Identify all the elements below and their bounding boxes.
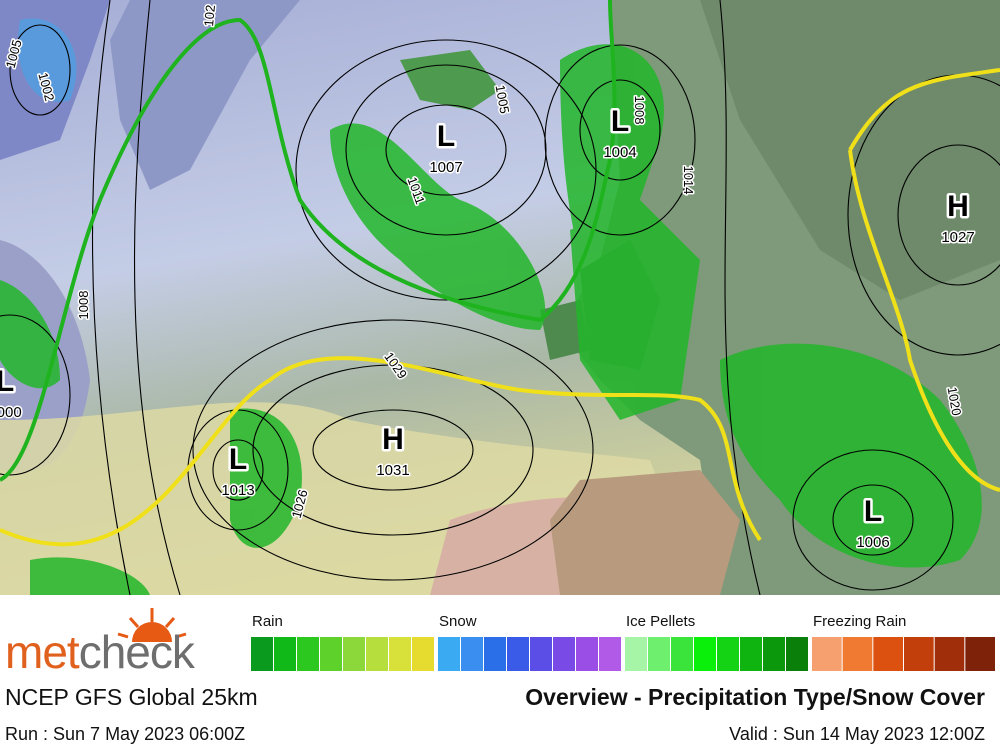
legend-swatch	[389, 637, 411, 671]
pressure-symbol: L	[437, 120, 455, 153]
precipitation	[0, 44, 982, 595]
pressure-symbol: H	[947, 190, 969, 223]
legend-swatch	[671, 637, 693, 671]
pressure-symbol: L	[864, 495, 882, 528]
legend-swatch	[763, 637, 785, 671]
map-labels: L 1007 L 1004 H 1027 L 1013 H 1031 L 1006 L 1000 1005 1…	[0, 3, 976, 553]
legend-label: Snow	[439, 613, 477, 630]
legend-swatch	[599, 637, 621, 671]
legend-swatch	[320, 637, 342, 671]
legend-swatch	[648, 637, 670, 671]
legend-swatch	[694, 637, 716, 671]
snow-lines	[0, 0, 1000, 547]
legend-swatch	[412, 637, 434, 671]
legend-swatch	[873, 637, 903, 671]
isobar-label: 1014	[681, 166, 696, 195]
legend-swatch	[625, 637, 647, 671]
isobar-label: 1008	[632, 96, 647, 125]
pressure-symbol: L	[229, 443, 247, 476]
legend-swatch	[461, 637, 483, 671]
legend-swatch	[343, 637, 365, 671]
pressure-value: 1006	[856, 534, 889, 551]
legend-swatch	[530, 637, 552, 671]
legend-swatch	[842, 637, 873, 671]
isobars	[0, 0, 1000, 596]
legend-swatch	[904, 637, 934, 671]
legend-swatch	[438, 637, 460, 671]
legend-label: Rain	[252, 613, 283, 630]
logo-suffix: check	[79, 626, 196, 678]
legend-label: Freezing Rain	[813, 613, 906, 630]
legend-swatch	[553, 637, 575, 671]
pressure-value: 1000	[0, 404, 22, 421]
legend-area: metcheck NCEP GFS Global 25km Overview -…	[0, 595, 1000, 749]
legend-swatch	[576, 637, 598, 671]
valid-time: Valid : Sun 14 May 2023 12:00Z	[729, 724, 985, 744]
model-name: NCEP GFS Global 25km	[5, 684, 258, 710]
pressure-value: 1031	[376, 462, 409, 479]
logo-prefix: met	[5, 626, 80, 678]
pressure-symbol: L	[0, 365, 14, 398]
legend-label: Ice Pellets	[626, 613, 695, 630]
legend-swatch	[965, 637, 995, 671]
product-title: Overview - Precipitation Type/Snow Cover	[525, 684, 985, 710]
legend-swatch	[274, 637, 296, 671]
pressure-symbol: H	[382, 423, 404, 456]
pressure-value: 1027	[941, 229, 974, 246]
legend-swatch	[297, 637, 319, 671]
run-time: Run : Sun 7 May 2023 06:00Z	[5, 724, 245, 744]
legend-swatch	[812, 637, 842, 671]
legend-swatch	[740, 637, 762, 671]
logo-sun	[117, 608, 187, 642]
legend-swatch	[484, 637, 506, 671]
pressure-value: 1013	[221, 482, 254, 499]
legend-swatch	[786, 637, 808, 671]
pressure-value: 1007	[429, 159, 462, 176]
isobar-label: 1020	[945, 386, 965, 417]
pressure-symbol: L	[611, 105, 629, 138]
legend: Rain Snow Ice Pellets Freezing Rain	[251, 613, 995, 671]
legend-swatch	[507, 637, 529, 671]
legend-swatch	[366, 637, 388, 671]
legend-swatch	[251, 637, 273, 671]
logo: metcheck	[5, 626, 196, 678]
legend-swatch	[934, 637, 965, 671]
isobar-label: 102	[201, 4, 218, 27]
legend-swatch	[717, 637, 739, 671]
pressure-value: 1004	[603, 144, 636, 161]
isobar-label: 1008	[76, 291, 91, 320]
isobar-label: 1005	[493, 84, 513, 115]
